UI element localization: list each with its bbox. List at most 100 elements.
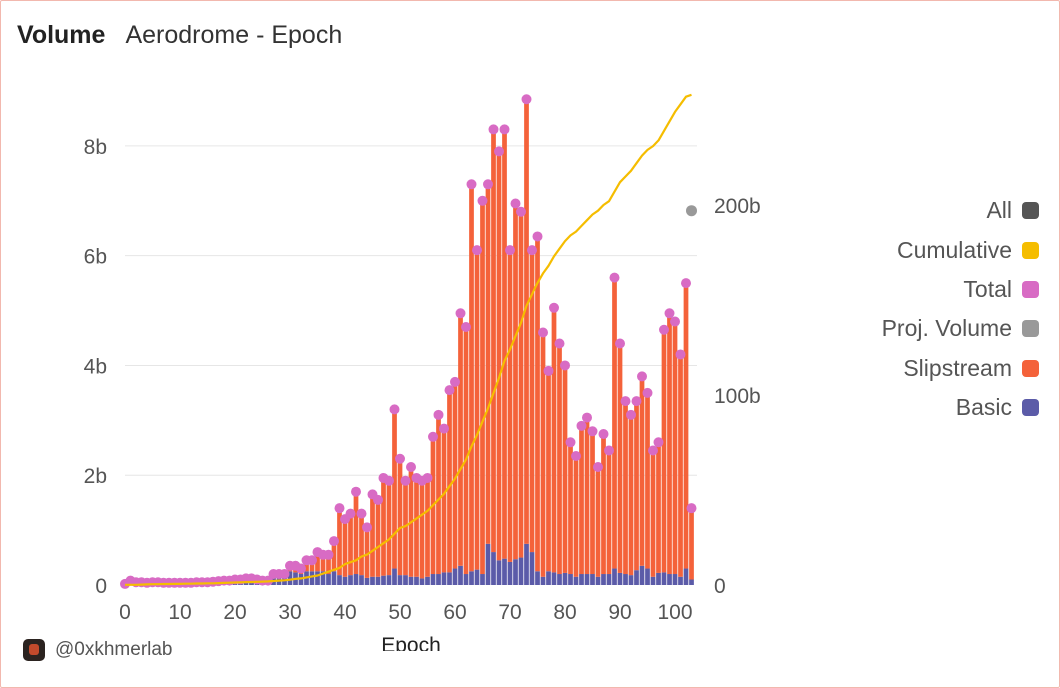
slipstream-bar bbox=[634, 401, 639, 571]
slipstream-bar bbox=[447, 390, 452, 573]
basic-bar bbox=[524, 543, 529, 585]
total-dots bbox=[120, 94, 697, 589]
basic-bar bbox=[480, 574, 485, 585]
x-tick-label: 100 bbox=[657, 601, 692, 624]
slipstream-bar bbox=[491, 129, 496, 553]
slipstream-bar bbox=[672, 321, 678, 575]
y2-tick-label: 100b bbox=[714, 385, 761, 408]
basic-bar bbox=[667, 574, 672, 585]
basic-bar bbox=[590, 574, 595, 585]
basic-bar bbox=[540, 576, 546, 585]
legend-item-cumulative[interactable]: Cumulative bbox=[779, 230, 1039, 269]
total-point bbox=[532, 231, 543, 242]
basic-bar bbox=[507, 561, 513, 585]
slipstream-bar bbox=[364, 527, 370, 578]
total-point bbox=[279, 569, 290, 580]
basic-bar bbox=[573, 576, 579, 585]
slipstream-bar bbox=[606, 450, 612, 575]
total-point bbox=[626, 409, 636, 420]
slipstream-bar bbox=[326, 554, 331, 575]
basic-bar bbox=[645, 568, 650, 585]
total-point bbox=[461, 322, 471, 333]
legend-label: All bbox=[986, 197, 1012, 224]
slipstream-bar bbox=[557, 343, 562, 575]
basic-bar bbox=[414, 576, 419, 585]
legend-swatch bbox=[1022, 202, 1039, 220]
legend-item-all[interactable]: All bbox=[779, 191, 1039, 230]
basic-bar bbox=[320, 571, 326, 585]
x-tick-label: 50 bbox=[388, 601, 411, 624]
total-point bbox=[433, 409, 444, 420]
slipstream-bar bbox=[502, 129, 507, 559]
slipstream-bar bbox=[469, 184, 474, 572]
slipstream-bar bbox=[309, 560, 315, 572]
slipstream-bar bbox=[584, 417, 590, 575]
attribution: @0xkhmerlab bbox=[23, 639, 173, 661]
basic-bar bbox=[298, 574, 304, 585]
basic-bar bbox=[441, 572, 447, 585]
total-point bbox=[362, 522, 372, 533]
basic-bar bbox=[342, 576, 348, 585]
slipstream-bar bbox=[370, 494, 375, 577]
total-point bbox=[466, 179, 477, 190]
basic-bar bbox=[452, 568, 458, 585]
total-point bbox=[329, 536, 339, 547]
basic-bar bbox=[513, 559, 518, 585]
slipstream-bar bbox=[535, 236, 540, 572]
basic-bar bbox=[403, 575, 408, 585]
axes: 0 2b 4b 6b 8b 0 100b 200b 0 10 20 30 40 50 60 70 80 90 100… bbox=[84, 136, 761, 651]
basic-bar bbox=[518, 557, 524, 585]
slipstream-bar bbox=[353, 491, 359, 575]
basic-bar bbox=[557, 574, 562, 585]
x-tick-label: 60 bbox=[443, 601, 466, 624]
legend-item-slipstream[interactable]: Slipstream bbox=[779, 349, 1039, 388]
legend-swatch bbox=[1022, 241, 1039, 259]
legend-item-basic[interactable]: Basic bbox=[779, 388, 1039, 427]
slipstream-bar bbox=[403, 480, 408, 576]
basic-bar bbox=[353, 574, 359, 585]
slipstream-bar bbox=[381, 477, 386, 576]
chart-subtitle: Aerodrome - Epoch bbox=[125, 21, 343, 49]
slipstream-bar bbox=[507, 250, 513, 562]
volume-chart: 0 2b 4b 6b 8b 0 100b 200b 0 10 20 30 40 50 60 70 80 90 100… bbox=[84, 93, 761, 651]
total-point bbox=[296, 563, 306, 574]
total-point bbox=[505, 245, 515, 256]
basic-bar bbox=[436, 574, 441, 585]
chart-header: Volume Aerodrome - Epoch bbox=[17, 21, 342, 55]
total-point bbox=[488, 124, 499, 135]
basic-bar bbox=[661, 572, 667, 585]
total-point bbox=[653, 437, 664, 448]
basic-bar bbox=[678, 576, 683, 585]
slipstream-bar bbox=[689, 508, 694, 580]
legend-swatch bbox=[1022, 399, 1039, 417]
total-point bbox=[609, 272, 620, 283]
basic-bar bbox=[562, 572, 568, 585]
y2-tick-label: 0 bbox=[714, 575, 726, 598]
basic-bar bbox=[348, 575, 353, 585]
legend-item-proj-volume[interactable]: Proj. Volume bbox=[779, 309, 1039, 348]
total-point bbox=[307, 555, 317, 566]
total-point bbox=[356, 508, 367, 519]
legend-swatch bbox=[1022, 320, 1039, 338]
total-point bbox=[549, 302, 559, 313]
total-point bbox=[659, 324, 669, 335]
basic-bar bbox=[689, 579, 694, 585]
proj-volume-point bbox=[686, 205, 697, 217]
total-point bbox=[576, 420, 587, 431]
basic-bar bbox=[496, 560, 502, 585]
slipstream-bar bbox=[392, 409, 397, 569]
author-handle[interactable]: @0xkhmerlab bbox=[55, 639, 173, 660]
total-point bbox=[664, 308, 675, 319]
legend-item-total[interactable]: Total bbox=[779, 270, 1039, 309]
legend-swatch bbox=[1022, 359, 1039, 377]
basic-bar bbox=[634, 570, 639, 585]
basic-bar bbox=[326, 574, 331, 585]
total-point bbox=[494, 146, 504, 157]
slipstream-bar bbox=[650, 450, 656, 577]
slipstream-bar bbox=[524, 99, 529, 544]
total-point bbox=[455, 308, 466, 319]
total-point bbox=[373, 494, 383, 505]
slipstream-bar bbox=[595, 466, 601, 577]
slipstream-bar bbox=[546, 370, 551, 572]
